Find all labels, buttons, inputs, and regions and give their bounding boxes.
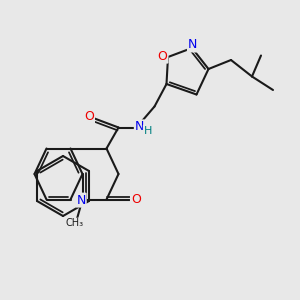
Text: O: O — [158, 50, 167, 63]
Text: O: O — [131, 193, 141, 206]
Text: O: O — [84, 110, 94, 124]
Text: N: N — [135, 120, 144, 134]
Text: N: N — [188, 38, 197, 52]
Text: N: N — [76, 194, 86, 207]
Text: CH₃: CH₃ — [65, 218, 83, 229]
Text: H: H — [144, 125, 152, 136]
